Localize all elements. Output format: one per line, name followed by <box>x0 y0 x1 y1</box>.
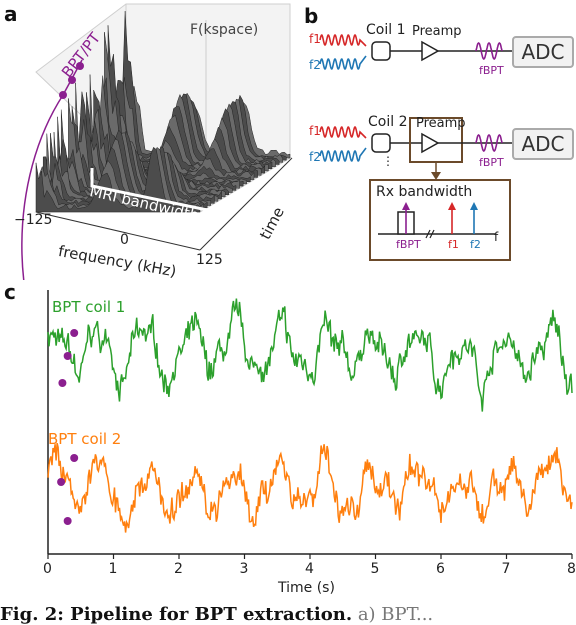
row1-f1-label: f1 <box>309 32 321 46</box>
caption-bold: Fig. 2: Pipeline for BPT extraction. <box>0 604 353 625</box>
panel-c-letter: c <box>4 280 16 304</box>
x-tick-label: 3 <box>239 561 249 577</box>
freq-tick-zero: 0 <box>120 232 129 248</box>
row2-adc: ADC <box>512 128 574 160</box>
row2-ellipsis: ⋮ <box>382 154 394 168</box>
row1-fbpt-label: fBPT <box>479 64 504 77</box>
time-axis <box>199 157 293 251</box>
connector-arc <box>21 94 64 280</box>
row2-coil <box>371 133 391 153</box>
rx-f1-arrowhead <box>448 202 456 210</box>
rx-axis-break-1 <box>425 229 431 239</box>
panel-b-figure <box>319 33 512 261</box>
series1-label: BPT coil 1 <box>52 298 126 316</box>
x-tick-label: 1 <box>108 561 118 577</box>
x-tick-label: 2 <box>174 561 183 577</box>
rx-axis-break-2 <box>429 229 435 239</box>
x-tick-label: 6 <box>436 561 445 577</box>
marker-dot <box>63 352 72 360</box>
panel-c-figure <box>47 290 573 559</box>
panel-a-letter: a <box>4 2 18 26</box>
rx-f2-label: f2 <box>470 238 481 251</box>
marker-dot <box>63 517 72 525</box>
row1-preamp-label: Preamp <box>412 24 462 39</box>
series2-label: BPT coil 2 <box>48 430 122 448</box>
row1-adc: ADC <box>512 36 574 68</box>
spectrum-slice <box>57 116 222 200</box>
spectrum-slice <box>122 11 287 161</box>
rx-bandwidth-title: Rx bandwidth <box>376 184 473 200</box>
rx-f-label: f <box>494 230 499 244</box>
panel-b-letter: b <box>304 4 319 28</box>
x-ticks <box>47 554 573 559</box>
rx-fbpt-label: fBPT <box>396 238 421 251</box>
marker-dots <box>57 329 79 525</box>
spectrum-slice <box>35 146 201 213</box>
row2-preamp-triangle <box>421 132 440 154</box>
row1-bpt-wave <box>475 42 503 60</box>
freq-tick-pos: 125 <box>196 252 223 268</box>
row1-f2-label: f2 <box>309 58 321 72</box>
row2-coil-label: Coil 2 <box>368 114 408 130</box>
marker-dot-3 <box>76 62 84 70</box>
x-tick-label: 8 <box>567 561 576 577</box>
row2-f1-wave <box>319 125 367 139</box>
row1-coil-label: Coil 1 <box>366 22 406 38</box>
row2-bpt-wave <box>475 134 503 152</box>
row2-fbpt-label: fBPT <box>479 156 504 169</box>
row2-f2-label: f2 <box>309 150 321 164</box>
x-tick-label: 5 <box>370 561 380 577</box>
panel-a-figure <box>21 3 293 280</box>
x-tick-label: 0 <box>43 561 52 577</box>
row1-preamp-triangle <box>421 40 440 62</box>
row1-coil <box>371 41 391 61</box>
series-bpt-coil-2-line <box>47 443 573 533</box>
row2-f1-label: f1 <box>309 124 321 138</box>
x-tick-label: 7 <box>501 561 511 577</box>
marker-dot <box>70 329 79 337</box>
figure-caption: Fig. 2: Pipeline for BPT extraction. a) … <box>0 604 433 625</box>
rx-f1-label: f1 <box>448 238 459 251</box>
freq-tick-neg: −125 <box>14 212 53 228</box>
rx-f2-arrowhead <box>470 202 478 210</box>
marker-dot <box>57 478 66 486</box>
row1-f2-wave <box>319 55 367 71</box>
row2-preamp-label: Preamp <box>416 116 466 131</box>
freq-axis <box>35 211 201 251</box>
x-tick-label: 4 <box>305 561 314 577</box>
series-bpt-coil-1-line <box>47 298 573 412</box>
x-axis-label: Time (s) <box>278 580 335 596</box>
spectrum-slice <box>60 109 226 198</box>
marker-dot <box>58 379 67 387</box>
rx-pointer-head <box>431 172 441 180</box>
marker-dot-2 <box>68 76 76 84</box>
rx-bpt-arrowhead <box>402 202 410 210</box>
spectrum-surface <box>35 11 291 213</box>
row1-f1-wave <box>319 33 367 47</box>
spectrum-title: F(kspace) <box>190 22 259 38</box>
caption-rest: a) BPT... <box>352 604 434 625</box>
row2-f2-wave <box>319 147 367 163</box>
rx-bandwidth-box <box>369 179 511 261</box>
marker-dot <box>70 454 79 462</box>
mri-bandwidth-box <box>90 168 248 218</box>
